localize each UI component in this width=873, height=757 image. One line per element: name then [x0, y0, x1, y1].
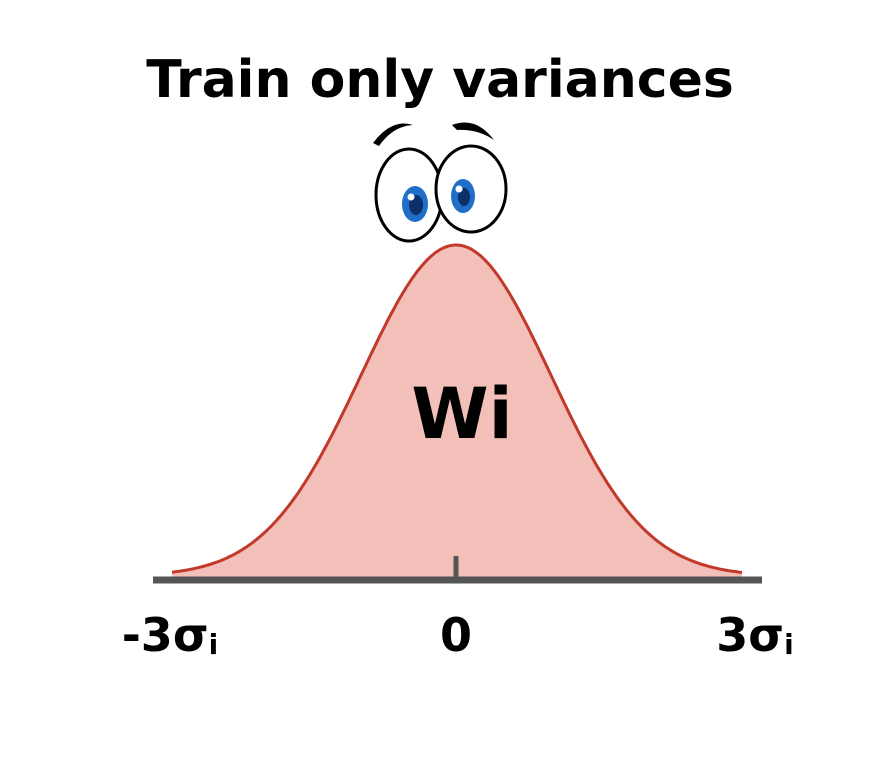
weight-label-subscript: i [489, 373, 513, 455]
tick-prefix: -3 [122, 608, 173, 662]
tick-subscript: i [784, 628, 794, 661]
left-eyebrow-icon [373, 123, 413, 146]
gaussian-area [172, 245, 742, 578]
tick-label-3-sigma: 3σi [716, 608, 793, 662]
cartoon-eyes-icon [373, 122, 508, 243]
tick-label-minus-3-sigma: -3σi [122, 608, 219, 662]
right-eye-highlight [455, 185, 463, 193]
diagram-title: Train only variances [146, 50, 734, 110]
tick-subscript: i [209, 628, 219, 661]
right-eyebrow-icon [452, 122, 494, 140]
tick-prefix: 0 [440, 608, 472, 662]
gaussian-curve [171, 243, 743, 574]
left-eye-highlight [407, 193, 415, 201]
tick-label-zero: 0 [440, 608, 472, 662]
tick-symbol: σ [173, 608, 209, 662]
right-pupil [458, 188, 470, 206]
tick-symbol: σ [748, 608, 784, 662]
weight-label: Wi [411, 373, 512, 455]
weight-label-base: W [411, 373, 488, 455]
tick-prefix: 3 [716, 608, 748, 662]
